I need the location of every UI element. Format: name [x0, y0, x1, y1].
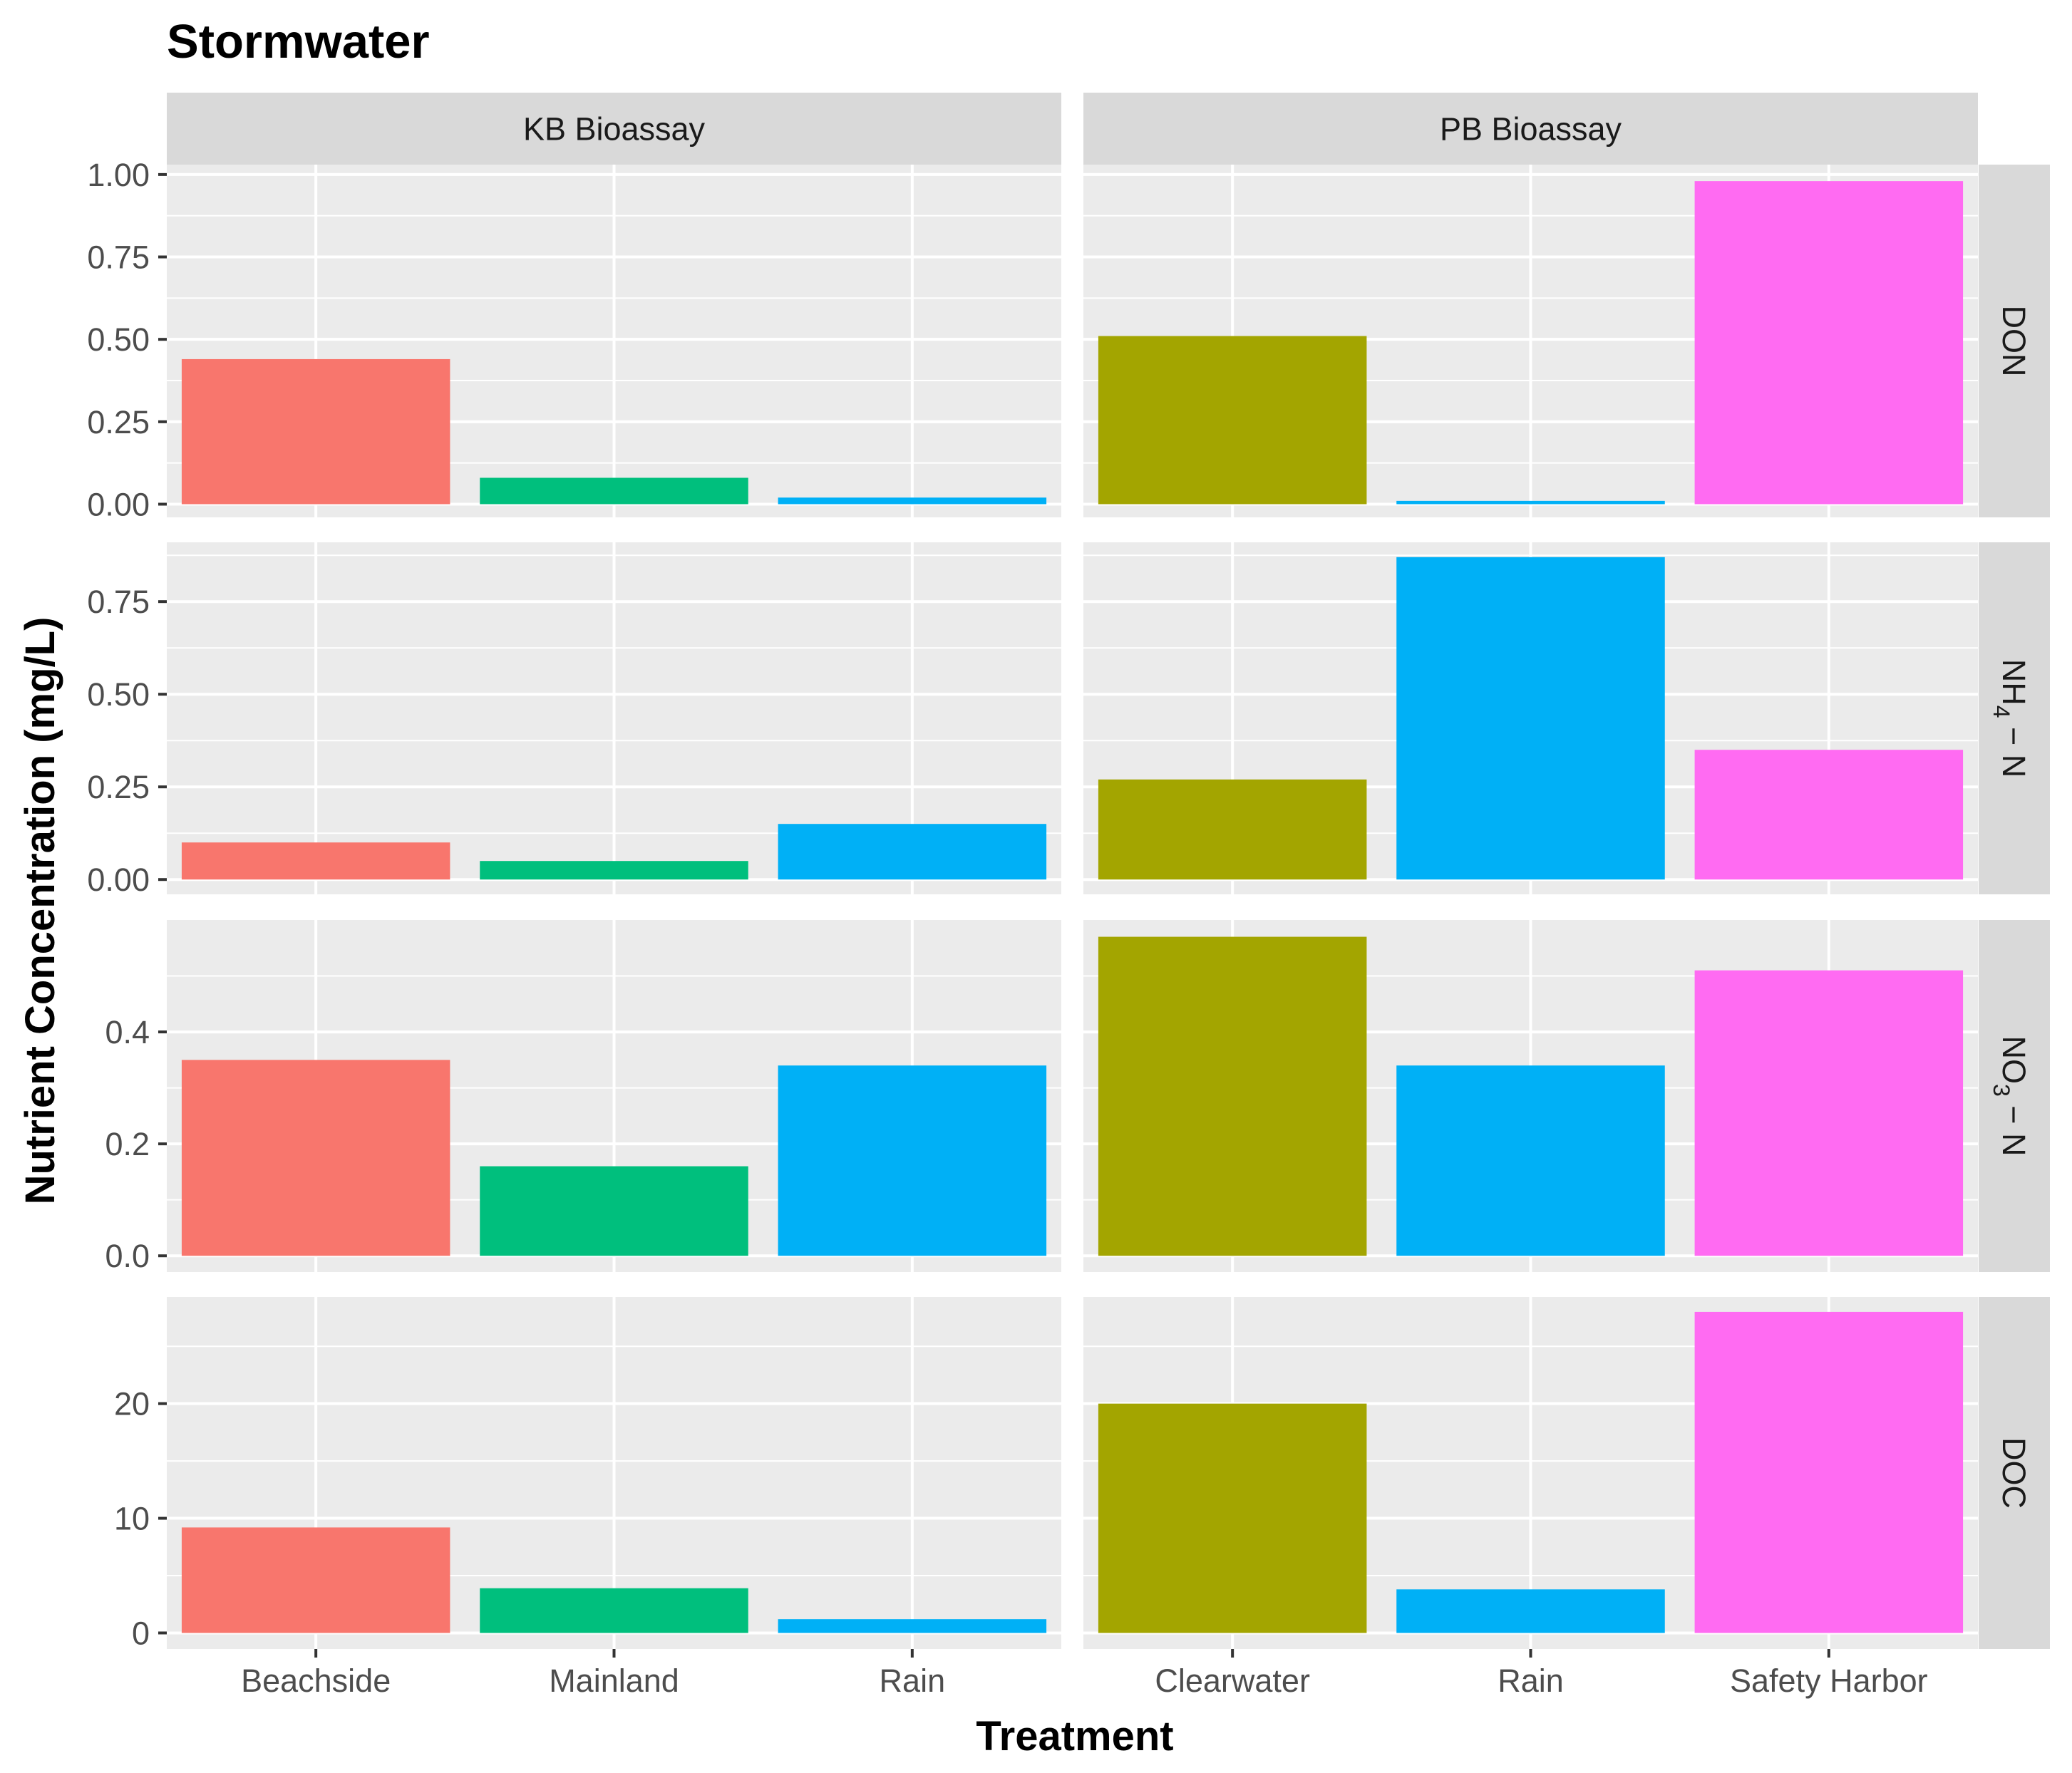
y-axis-title: Nutrient Concentration (mg/L)	[17, 617, 63, 1205]
bar-rain-no3	[1396, 1065, 1665, 1256]
y-tick-label: 0.50	[87, 321, 150, 358]
y-tick-label: 0.75	[87, 239, 150, 276]
y-tick-label: 0.00	[87, 486, 150, 522]
x-axis-title: Treatment	[976, 1713, 1173, 1759]
facet-strip-label-2: PB Bioassay	[1440, 111, 1622, 148]
x-tick-label: Clearwater	[1155, 1663, 1310, 1699]
y-tick-label: 1.00	[87, 157, 150, 193]
row-strip-label-suffix: − N	[1996, 718, 2033, 778]
bar-beachside-don	[181, 358, 450, 505]
bar-mainland-nh4	[480, 861, 748, 880]
row-strip-label-2: NH4 − N	[1989, 659, 2033, 778]
y-tick-label: 0.25	[87, 404, 150, 440]
row-strip-label-suffix: − N	[1996, 1097, 2033, 1157]
x-tick-label: Mainland	[549, 1663, 679, 1699]
facet-grid: KB Bioassay PB BioassayDON0.000.250.500.7…	[87, 93, 2050, 1699]
bar-safety-harbor-don	[1694, 181, 1964, 505]
bar-safety-harbor-nh4	[1694, 750, 1964, 880]
bar-clearwater-don	[1098, 336, 1367, 505]
row-strip-label-main: DOC	[1996, 1437, 2033, 1509]
y-tick-label: 0.4	[105, 1014, 150, 1050]
row-strip-3	[1979, 920, 2050, 1272]
row-strip-label-1: DON	[1996, 306, 2033, 377]
bar-safety-harbor-no3	[1694, 970, 1964, 1256]
row-strip-1	[1979, 165, 2050, 517]
facet-strip-2	[1083, 93, 1978, 165]
row-strip-label-main: NH	[1996, 659, 2033, 705]
y-tick-label: 0.0	[105, 1238, 150, 1274]
row-strip-label-main: DON	[1996, 306, 2033, 377]
y-tick-label: 0	[132, 1615, 150, 1651]
y-tick-label: 10	[114, 1501, 150, 1537]
row-strip-4	[1979, 1297, 2050, 1649]
y-tick-label: 0.75	[87, 584, 150, 620]
bar-rain-doc	[1396, 1589, 1665, 1633]
bar-clearwater-no3	[1098, 936, 1367, 1256]
x-tick-label: Rain	[1498, 1663, 1564, 1699]
bar-beachside-no3	[181, 1060, 450, 1256]
y-tick-label: 0.50	[87, 676, 150, 713]
bar-mainland-doc	[480, 1588, 748, 1633]
row-strip-label-3: NO3 − N	[1989, 1035, 2033, 1156]
y-tick-label: 20	[114, 1386, 150, 1422]
bar-beachside-doc	[181, 1527, 450, 1633]
chart-title: Stormwater	[167, 15, 430, 68]
bar-clearwater-doc	[1098, 1403, 1367, 1633]
x-tick-label: Safety Harbor	[1730, 1663, 1928, 1699]
bar-beachside-nh4	[181, 842, 450, 880]
row-strip-2	[1979, 542, 2050, 894]
bar-rain-doc	[778, 1619, 1047, 1633]
row-strip-label-main: NO	[1996, 1035, 2033, 1084]
y-tick-label: 0.00	[87, 862, 150, 898]
row-strip-label-4: DOC	[1996, 1437, 2033, 1509]
y-tick-label: 0.2	[105, 1126, 150, 1162]
bar-rain-no3	[778, 1065, 1047, 1256]
bar-rain-nh4	[778, 824, 1047, 880]
bar-rain-nh4	[1396, 557, 1665, 880]
row-strip-label-subscript: 4	[1989, 705, 2014, 718]
y-tick-label: 0.25	[87, 769, 150, 805]
x-tick-label: Beachside	[241, 1663, 391, 1699]
bar-mainland-don	[480, 477, 748, 505]
bar-rain-don	[778, 497, 1047, 505]
facet-strip-1	[167, 93, 1061, 165]
row-strip-label-subscript: 3	[1989, 1084, 2014, 1097]
bar-safety-harbor-doc	[1694, 1311, 1964, 1633]
facet-strip-label-1: KB Bioassay	[523, 111, 706, 148]
bar-mainland-no3	[480, 1166, 748, 1256]
bar-clearwater-nh4	[1098, 779, 1367, 880]
bar-rain-don	[1396, 500, 1665, 505]
x-tick-label: Rain	[880, 1663, 946, 1699]
